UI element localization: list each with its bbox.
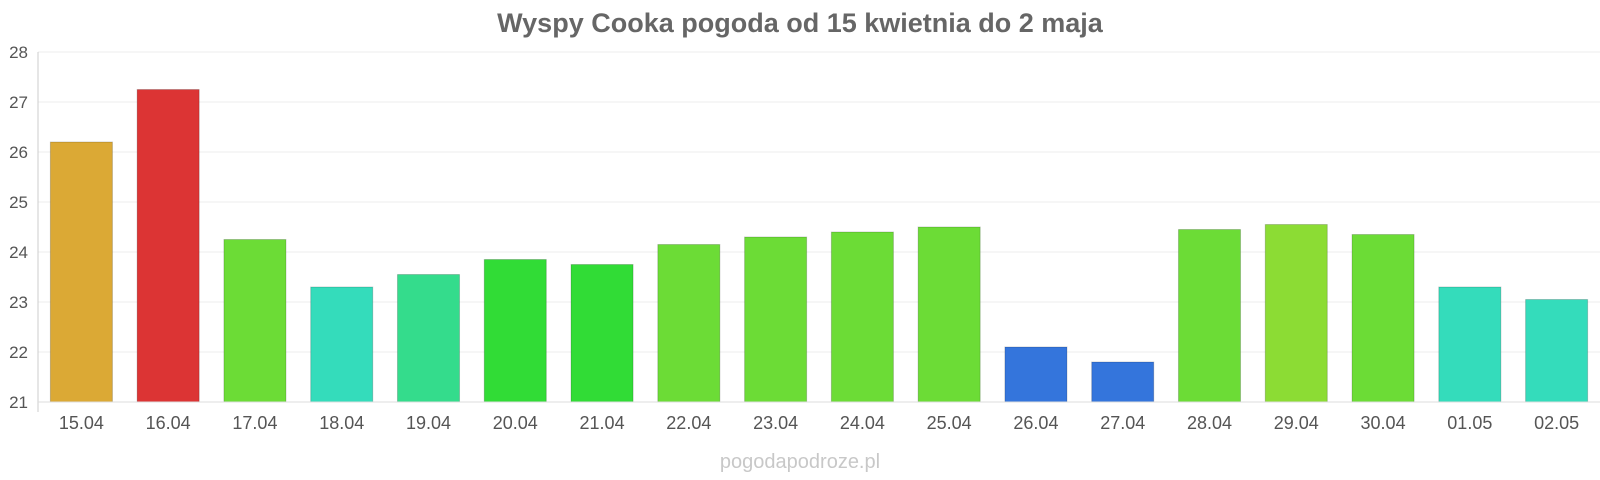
- bar[interactable]: [1264, 224, 1328, 403]
- x-tick-label: 22.04: [666, 413, 711, 433]
- bar[interactable]: [1438, 286, 1502, 403]
- x-tick-label: 29.04: [1274, 413, 1319, 433]
- bar[interactable]: [310, 286, 374, 403]
- bar[interactable]: [483, 259, 547, 403]
- bar[interactable]: [744, 236, 808, 403]
- y-tick-label: 23: [9, 293, 28, 312]
- x-tick-label: 15.04: [59, 413, 104, 433]
- x-tick-label: 19.04: [406, 413, 451, 433]
- y-tick-label: 28: [9, 43, 28, 62]
- x-tick-label: 02.05: [1534, 413, 1579, 433]
- x-tick-label: 24.04: [840, 413, 885, 433]
- bars: [49, 89, 1589, 403]
- x-tick-label: 25.04: [927, 413, 972, 433]
- y-tick-label: 27: [9, 93, 28, 112]
- bar[interactable]: [1351, 234, 1415, 403]
- x-tick-label: 17.04: [232, 413, 277, 433]
- bar[interactable]: [1177, 229, 1242, 403]
- bar[interactable]: [917, 226, 981, 403]
- y-axis: 21 22 23 24 25 26 27 28: [9, 43, 39, 412]
- y-tick-label: 21: [9, 393, 28, 412]
- bar[interactable]: [1091, 361, 1155, 403]
- x-tick-label: 16.04: [146, 413, 191, 433]
- bar[interactable]: [830, 231, 894, 403]
- x-tick-label: 20.04: [493, 413, 538, 433]
- x-tick-label: 27.04: [1100, 413, 1145, 433]
- y-tick-label: 24: [9, 243, 28, 262]
- x-tick-label: 26.04: [1013, 413, 1058, 433]
- x-tick-label: 18.04: [319, 413, 364, 433]
- bar[interactable]: [1004, 346, 1068, 403]
- y-tick-label: 25: [9, 193, 28, 212]
- bar[interactable]: [223, 239, 287, 403]
- bar[interactable]: [49, 141, 113, 403]
- bar[interactable]: [396, 274, 461, 403]
- y-tick-label: 26: [9, 143, 28, 162]
- grid-lines: [38, 51, 1600, 353]
- bar[interactable]: [136, 89, 200, 403]
- x-tick-label: 30.04: [1361, 413, 1406, 433]
- bar[interactable]: [1525, 299, 1589, 403]
- x-tick-label: 23.04: [753, 413, 798, 433]
- bar[interactable]: [657, 244, 721, 403]
- x-tick-label: 01.05: [1447, 413, 1492, 433]
- y-tick-label: 22: [9, 343, 28, 362]
- watermark: pogodapodroze.pl: [720, 451, 880, 473]
- x-axis: 15.04 16.04 17.04 18.04 19.04 20.04 21.04 22.04…: [38, 401, 1600, 433]
- x-tick-label: 21.04: [580, 413, 625, 433]
- chart-title: Wyspy Cooka pogoda od 15 kwietnia do 2 m…: [497, 8, 1104, 38]
- x-tick-label: 28.04: [1187, 413, 1232, 433]
- bar[interactable]: [570, 264, 634, 403]
